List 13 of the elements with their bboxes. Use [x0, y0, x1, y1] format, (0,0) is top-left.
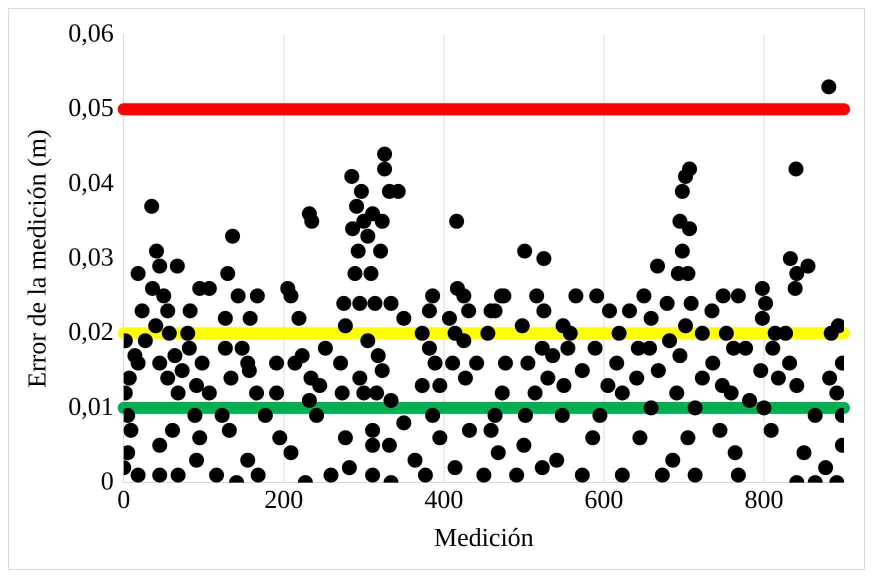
- x-tick-label: 800: [744, 485, 784, 514]
- y-tick-label: 0,02: [68, 317, 114, 346]
- y-tick-label: 0,05: [68, 93, 114, 122]
- y-tick-label: 0,06: [68, 18, 114, 48]
- x-tick-label: 600: [584, 485, 624, 514]
- y-tick-label: 0,03: [68, 242, 114, 272]
- y-tick-label: 0,04: [68, 168, 114, 197]
- y-tick-label: 0: [100, 466, 114, 496]
- x-axis-title: Medición: [434, 523, 534, 552]
- x-tick-label: 400: [424, 485, 464, 514]
- y-tick-label: 0,01: [68, 392, 114, 421]
- x-tick-label: 200: [264, 485, 304, 514]
- y-axis-title: Error de la medición (m): [22, 129, 52, 388]
